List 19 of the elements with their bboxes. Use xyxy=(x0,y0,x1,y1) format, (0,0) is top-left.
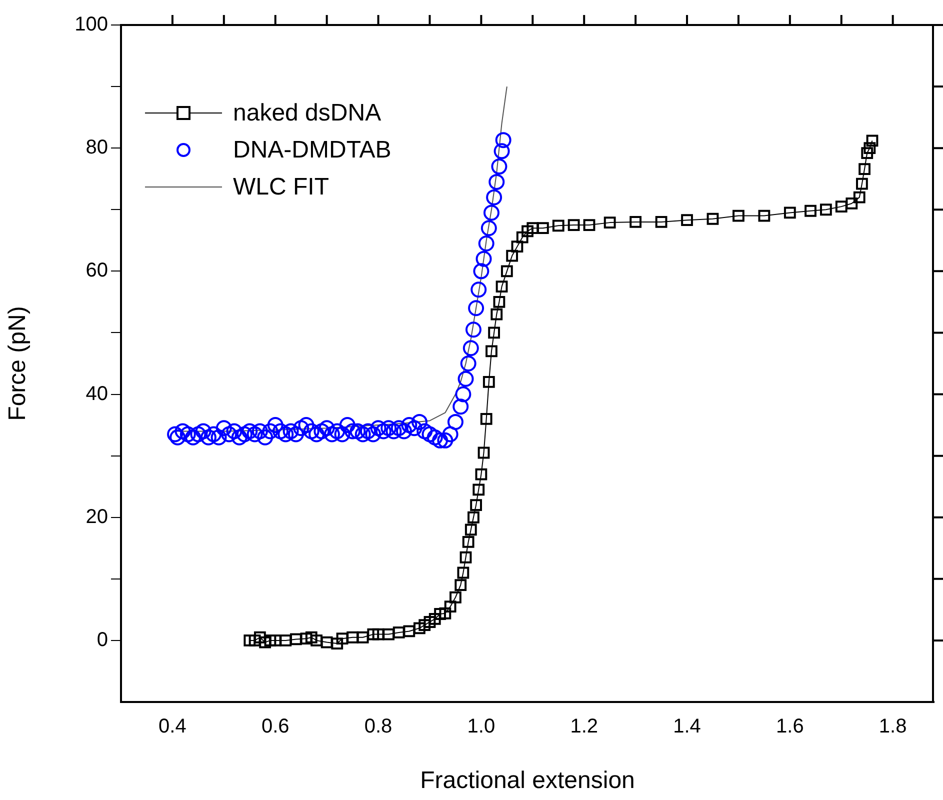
x-tick-label: 1.2 xyxy=(570,716,598,738)
y-tick-label: 80 xyxy=(86,136,108,159)
x-tick-label: 1.6 xyxy=(776,716,804,738)
y-tick-label: 20 xyxy=(86,506,108,528)
x-tick-label: 1.0 xyxy=(467,716,496,738)
x-tick-label: 0.8 xyxy=(364,716,392,738)
x-tick-label: 1.8 xyxy=(878,716,907,738)
legend-label: naked dsDNA xyxy=(233,100,382,127)
y-tick-label: 60 xyxy=(86,260,108,282)
x-tick-label: 1.4 xyxy=(673,716,701,738)
legend-label: DNA-DMDTAB xyxy=(233,136,392,164)
y-tick-label: 40 xyxy=(86,382,108,405)
legend-label: WLC FIT xyxy=(233,174,330,201)
x-tick-label: 0.6 xyxy=(261,716,290,738)
x-axis-title: Fractional extension xyxy=(420,767,635,794)
y-tick-label: 100 xyxy=(74,14,108,36)
x-tick-label: 0.4 xyxy=(158,716,186,738)
y-tick-label: 0 xyxy=(96,628,108,651)
y-axis-title: Force (pN) xyxy=(4,306,32,421)
